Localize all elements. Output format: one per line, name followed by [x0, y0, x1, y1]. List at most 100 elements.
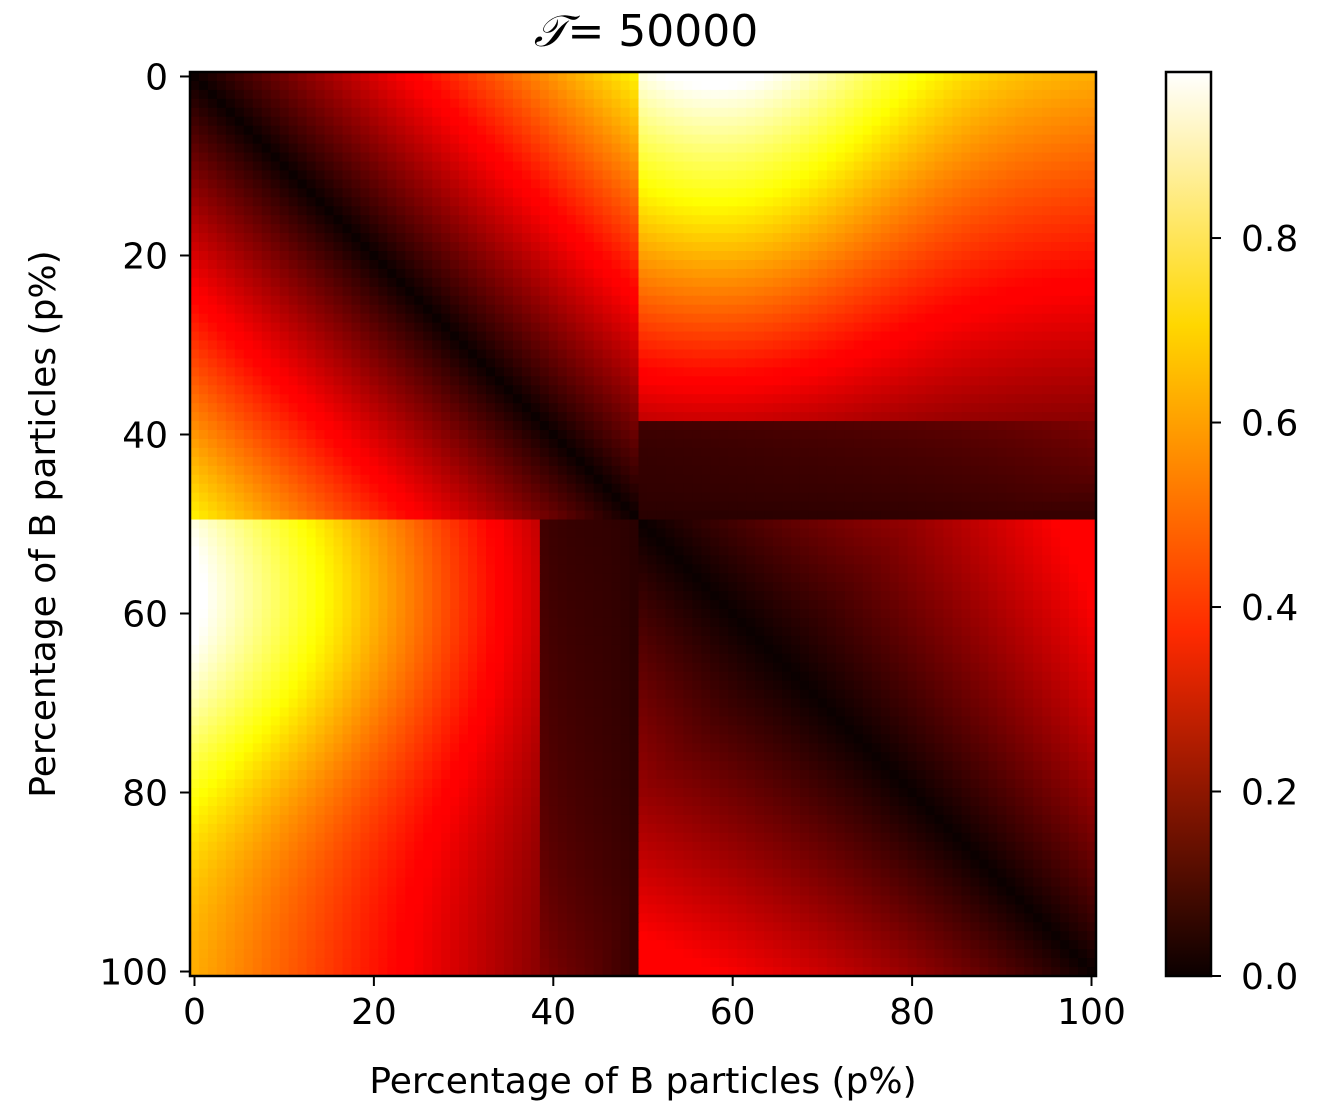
- heatmap-cell: [755, 242, 765, 252]
- heatmap-cell: [396, 412, 406, 422]
- heatmap-cell: [306, 438, 317, 449]
- heatmap-cell: [746, 412, 756, 422]
- heatmap-cell: [791, 80, 801, 91]
- heatmap-cell: [692, 376, 702, 386]
- heatmap-cell: [791, 152, 801, 163]
- heatmap-cell: [710, 125, 720, 136]
- heatmap-cell: [1033, 349, 1043, 360]
- heatmap-cell: [1087, 438, 1097, 449]
- heatmap-cell: [216, 331, 227, 342]
- heatmap-cell: [423, 492, 433, 503]
- heatmap-cell: [791, 313, 801, 324]
- heatmap-cell: [261, 170, 272, 181]
- heatmap-cell: [288, 179, 299, 189]
- heatmap-cell: [297, 170, 308, 181]
- heatmap-cell: [835, 394, 846, 404]
- heatmap-cell: [611, 98, 622, 109]
- heatmap-cell: [432, 72, 442, 82]
- heatmap-cell: [755, 72, 765, 82]
- heatmap-cell: [324, 492, 335, 503]
- heatmap-cell: [647, 322, 658, 333]
- heatmap-cell: [997, 161, 1007, 172]
- heatmap-cell: [647, 295, 658, 306]
- heatmap-cell: [279, 295, 290, 306]
- heatmap-cell: [270, 170, 281, 181]
- heatmap-cell: [638, 492, 649, 503]
- heatmap-cell: [737, 385, 747, 395]
- heatmap-cell: [243, 251, 254, 261]
- heatmap-cell: [252, 430, 263, 440]
- heatmap-cell: [190, 116, 200, 127]
- heatmap-cell: [817, 286, 828, 297]
- heatmap-cell: [270, 447, 281, 458]
- heatmap-cell: [764, 367, 774, 377]
- heatmap-cell: [566, 501, 577, 512]
- heatmap-cell: [898, 438, 909, 449]
- heatmap-cell: [647, 376, 658, 386]
- heatmap-cell: [1033, 206, 1043, 216]
- heatmap-cell: [629, 367, 640, 377]
- heatmap-cell: [692, 465, 702, 476]
- heatmap-cell: [710, 89, 720, 100]
- heatmap-cell: [387, 116, 397, 127]
- heatmap-cell: [1051, 474, 1061, 485]
- heatmap-cell: [593, 152, 604, 163]
- heatmap-cell: [593, 510, 604, 521]
- heatmap-cell: [1087, 242, 1097, 252]
- heatmap-cell: [728, 349, 738, 360]
- heatmap-cell: [432, 179, 442, 189]
- heatmap-cell: [593, 251, 604, 261]
- heatmap-cell: [566, 170, 577, 181]
- heatmap-cell: [405, 277, 415, 288]
- heatmap-cell: [880, 206, 891, 216]
- heatmap-cell: [737, 268, 747, 279]
- heatmap-cell: [1024, 412, 1034, 422]
- heatmap-cell: [450, 358, 460, 368]
- heatmap-cell: [486, 80, 496, 91]
- heatmap-cell: [1069, 197, 1079, 207]
- heatmap-cell: [190, 322, 200, 333]
- heatmap-cell: [710, 143, 720, 154]
- heatmap-cell: [620, 385, 631, 395]
- heatmap-cell: [1051, 358, 1061, 368]
- heatmap-cell: [261, 430, 272, 440]
- heatmap-cell: [279, 403, 290, 413]
- heatmap-cell: [961, 367, 972, 377]
- heatmap-cell: [925, 483, 936, 494]
- heatmap-cell: [1078, 206, 1088, 216]
- heatmap-cell: [1042, 134, 1052, 145]
- heatmap-cell: [351, 394, 362, 404]
- heatmap-cell: [898, 295, 909, 306]
- heatmap-cell: [755, 134, 765, 145]
- heatmap-cell: [270, 313, 281, 324]
- heatmap-cell: [557, 268, 568, 279]
- heatmap-cell: [647, 492, 658, 503]
- heatmap-cell: [611, 233, 622, 243]
- heatmap-cell: [494, 268, 505, 279]
- heatmap-cell: [746, 349, 756, 360]
- heatmap-cell: [1042, 331, 1052, 342]
- heatmap-cell: [512, 242, 523, 252]
- heatmap-cell: [207, 161, 218, 172]
- heatmap-cell: [405, 313, 415, 324]
- heatmap-cell: [1069, 134, 1079, 145]
- heatmap-cell: [441, 331, 451, 342]
- heatmap-cell: [862, 430, 873, 440]
- heatmap-cell: [1006, 268, 1016, 279]
- heatmap-cell: [817, 438, 828, 449]
- heatmap-cell: [764, 134, 774, 145]
- heatmap-cell: [396, 188, 406, 198]
- heatmap-cell: [530, 286, 541, 297]
- heatmap-cell: [566, 161, 577, 172]
- heatmap-cell: [719, 206, 729, 216]
- heatmap-cell: [728, 430, 738, 440]
- heatmap-cell: [342, 72, 353, 82]
- heatmap-cell: [306, 134, 317, 145]
- heatmap-cell: [871, 501, 882, 512]
- heatmap-cell: [288, 394, 299, 404]
- heatmap-cell: [494, 492, 505, 503]
- heatmap-cell: [970, 259, 980, 270]
- heatmap-cell: [1024, 215, 1034, 225]
- heatmap-cell: [557, 161, 568, 172]
